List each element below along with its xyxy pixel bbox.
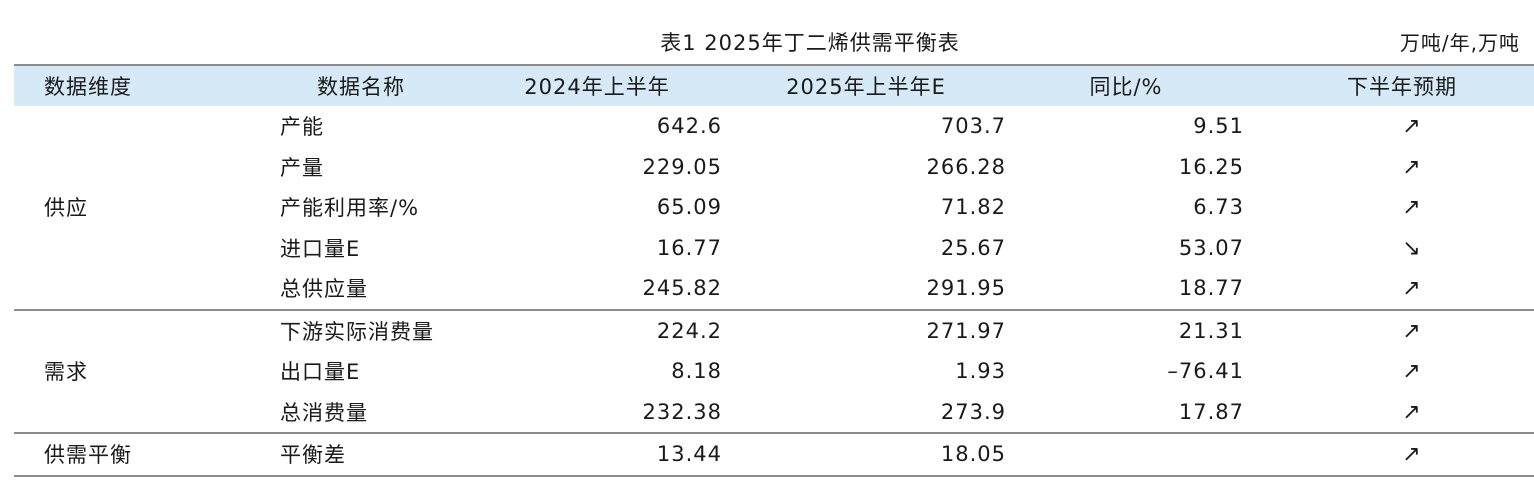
trend-up-arrow-icon: ↗ xyxy=(1402,359,1422,385)
row-name: 产能 xyxy=(280,115,324,140)
trend-up-arrow-icon: ↗ xyxy=(1402,399,1422,425)
cell-2025: 18.05 xyxy=(940,442,1006,467)
row-name: 产量 xyxy=(280,155,324,180)
cell-2025: 1.93 xyxy=(955,359,1006,384)
cell-2025: 25.67 xyxy=(940,235,1006,260)
table-row: 产能利用率/% 65.09 71.82 6.73 ↗ xyxy=(14,187,1534,228)
row-name: 总消费量 xyxy=(280,400,368,425)
cell-yoy: 21.31 xyxy=(1178,318,1244,343)
table-row: 总供应量 245.82 291.95 18.77 ↗ xyxy=(14,268,1534,310)
cell-2024: 229.05 xyxy=(642,154,722,179)
cell-2024: 642.6 xyxy=(656,114,722,139)
cell-2024: 232.38 xyxy=(642,399,722,424)
group-supply: 供应 xyxy=(44,196,88,221)
cell-2025: 71.82 xyxy=(940,195,1006,220)
cell-yoy xyxy=(1008,433,1246,476)
cell-yoy: 16.25 xyxy=(1178,154,1244,179)
table-row: 进口量E 16.77 25.67 53.07 ↘ xyxy=(14,228,1534,269)
trend-up-arrow-icon: ↗ xyxy=(1402,154,1422,180)
cell-2024: 8.18 xyxy=(671,359,722,384)
table-row: 总消费量 232.38 273.9 17.87 ↗ xyxy=(14,392,1534,434)
cell-2025: 273.9 xyxy=(940,399,1006,424)
table-unit: 万吨/年,万吨 xyxy=(1399,31,1520,55)
table-row: 产量 229.05 266.28 16.25 ↗ xyxy=(14,147,1534,188)
trend-cell: ↗ xyxy=(1246,268,1534,310)
cell-2024: 224.2 xyxy=(656,318,722,343)
trend-up-arrow-icon: ↗ xyxy=(1402,318,1422,344)
trend-cell: ↘ xyxy=(1246,228,1534,269)
supply-demand-balance-table: 数据维度 数据名称 2024年上半年 2025年上半年E 同比/% 下半年预期 … xyxy=(14,64,1534,477)
cell-2024: 245.82 xyxy=(642,276,722,301)
trend-cell: ↗ xyxy=(1246,351,1534,392)
trend-up-arrow-icon: ↗ xyxy=(1402,114,1422,140)
trend-cell: ↗ xyxy=(1246,187,1534,228)
trend-up-arrow-icon: ↗ xyxy=(1402,195,1422,221)
table-header-row: 数据维度 数据名称 2024年上半年 2025年上半年E 同比/% 下半年预期 xyxy=(14,65,1534,106)
header-dimension: 数据维度 xyxy=(44,75,132,99)
table-row: 供需平衡 平衡差 13.44 18.05 ↗ xyxy=(14,433,1534,476)
row-name: 总供应量 xyxy=(280,277,368,302)
header-2025: 2025年上半年E xyxy=(786,75,946,99)
trend-cell: ↗ xyxy=(1246,433,1534,476)
row-name: 下游实际消费量 xyxy=(280,319,434,344)
cell-2025: 271.97 xyxy=(926,318,1006,343)
header-2024: 2024年上半年 xyxy=(524,75,670,99)
cell-yoy: 6.73 xyxy=(1193,195,1244,220)
header-name: 数据名称 xyxy=(317,75,405,99)
trend-up-arrow-icon: ↗ xyxy=(1402,442,1422,468)
cell-yoy: 9.51 xyxy=(1193,114,1244,139)
cell-yoy: –76.41 xyxy=(1167,359,1244,384)
cell-2024: 13.44 xyxy=(656,442,722,467)
trend-down-arrow-icon: ↘ xyxy=(1402,235,1422,261)
group-demand: 需求 xyxy=(44,360,88,385)
row-name: 产能利用率/% xyxy=(280,196,420,221)
cell-2024: 65.09 xyxy=(656,195,722,220)
row-name: 平衡差 xyxy=(280,443,346,468)
table-row: 供应 产能 642.6 703.7 9.51 ↗ xyxy=(14,106,1534,220)
cell-2025: 291.95 xyxy=(926,276,1006,301)
trend-cell: ↗ xyxy=(1246,392,1534,434)
header-trend: 下半年预期 xyxy=(1347,75,1457,99)
cell-2024: 16.77 xyxy=(656,235,722,260)
trend-up-arrow-icon: ↗ xyxy=(1402,276,1422,302)
trend-cell: ↗ xyxy=(1246,310,1534,352)
trend-cell: ↗ xyxy=(1246,106,1534,147)
row-name: 进口量E xyxy=(280,236,361,261)
row-name: 出口量E xyxy=(280,360,361,385)
group-balance: 供需平衡 xyxy=(44,443,132,468)
table-row: 出口量E 8.18 1.93 –76.41 ↗ xyxy=(14,351,1534,392)
cell-2025: 266.28 xyxy=(926,154,1006,179)
cell-yoy: 18.77 xyxy=(1178,276,1244,301)
cell-yoy: 17.87 xyxy=(1178,399,1244,424)
table-caption: 表1 2025年丁二烯供需平衡表 万吨/年,万吨 xyxy=(0,28,1534,58)
table-title: 表1 2025年丁二烯供需平衡表 xyxy=(660,31,960,55)
table-row: 需求 下游实际消费量 224.2 271.97 21.31 ↗ xyxy=(14,310,1534,385)
cell-2025: 703.7 xyxy=(940,114,1006,139)
header-yoy: 同比/% xyxy=(1089,75,1163,99)
cell-yoy: 53.07 xyxy=(1178,235,1244,260)
trend-cell: ↗ xyxy=(1246,147,1534,188)
